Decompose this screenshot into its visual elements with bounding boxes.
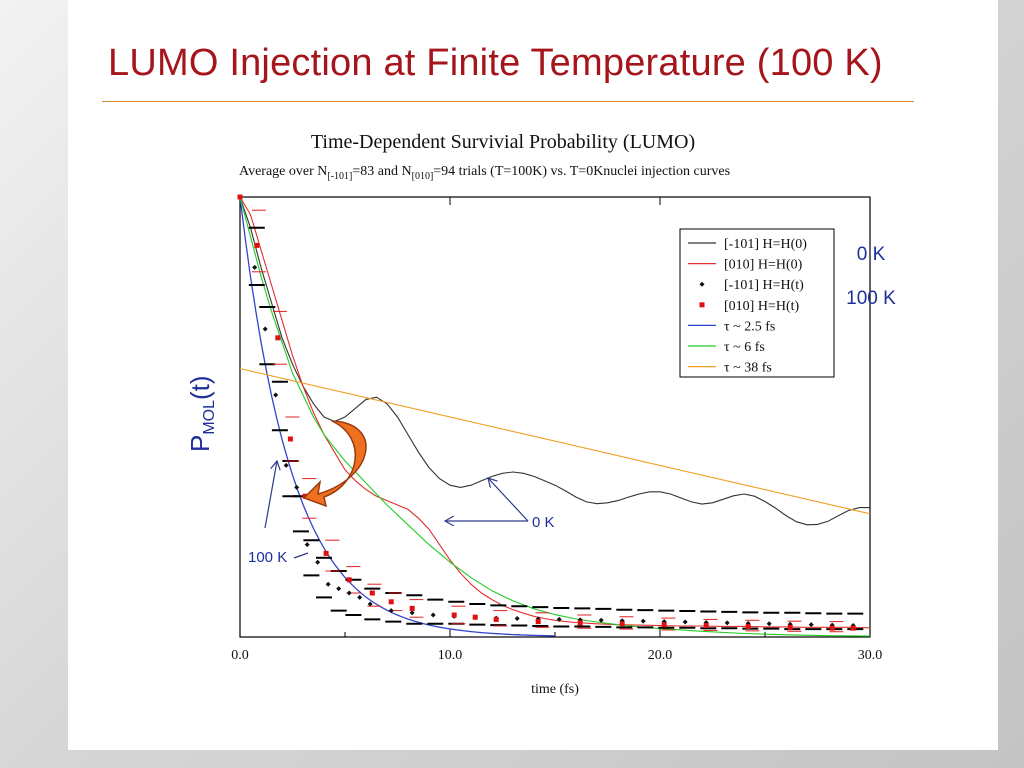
data-point-red — [254, 242, 260, 248]
legend-label: [-101] H=H(t) — [724, 278, 804, 293]
data-point-red — [577, 620, 583, 626]
data-point-red — [850, 625, 856, 631]
data-point-red — [409, 605, 415, 611]
title-rule — [102, 101, 914, 102]
data-point-black — [357, 594, 363, 600]
data-point-black — [367, 601, 373, 607]
x-tick-label: 10.0 — [438, 648, 463, 663]
series-38-fs-line — [239, 368, 871, 515]
data-point-black — [325, 581, 331, 587]
data-point-black — [283, 462, 289, 468]
x-tick-label: 20.0 — [648, 648, 673, 663]
x-tick-label: 30.0 — [858, 648, 883, 663]
annotation-arrow-0k-upper — [488, 478, 529, 522]
data-point-red — [787, 624, 793, 630]
survival-probability-chart: Time-Dependent Survivial Probability (LU… — [185, 131, 896, 697]
data-point-red — [829, 625, 835, 631]
annotation-arrow-100k — [264, 461, 277, 529]
series-layer — [237, 194, 871, 637]
legend-label: τ ~ 6 fs — [724, 340, 765, 355]
chart-subtitle: Average over N[-101]=83 and N[010]=94 tr… — [239, 164, 730, 182]
legend-swatch-square — [699, 302, 705, 308]
data-point-black — [336, 586, 342, 592]
data-point-black — [766, 621, 772, 627]
data-point-black — [430, 612, 436, 618]
data-point-red — [451, 612, 457, 618]
data-point-black — [388, 608, 394, 614]
data-point-red — [661, 622, 667, 628]
data-point-black — [304, 542, 310, 548]
data-point-black — [273, 392, 279, 398]
y-axis-label: PMOL(t) — [185, 375, 218, 452]
series-010-h-h-0-line — [239, 196, 871, 629]
data-point-black — [252, 264, 258, 270]
chart-title: Time-Dependent Survivial Probability (LU… — [311, 131, 695, 153]
data-point-red — [323, 550, 329, 556]
data-point-black — [808, 622, 814, 628]
data-point-black — [262, 326, 268, 332]
series-6-fs-line — [239, 196, 871, 637]
annotation-leader-100k — [293, 552, 309, 559]
legend-label: τ ~ 2.5 fs — [724, 319, 775, 334]
data-point-black — [724, 620, 730, 626]
side-label-0k: 0 K — [857, 244, 886, 265]
data-point-red — [369, 590, 375, 596]
annotation-label-100k: 100 K — [248, 549, 287, 566]
data-point-black — [409, 610, 415, 616]
curved-arrow — [302, 420, 367, 508]
data-point-black — [315, 559, 321, 565]
data-point-black — [682, 619, 688, 625]
x-tick-label: 0.0 — [231, 648, 249, 663]
legend-label: [010] H=H(t) — [724, 299, 799, 314]
side-label-100k: 100 K — [846, 288, 896, 309]
data-point-red — [619, 621, 625, 627]
x-axis-label: time (fs) — [531, 682, 579, 697]
data-point-red — [388, 599, 394, 605]
data-point-black — [346, 590, 352, 596]
data-point-red — [346, 577, 352, 583]
data-point-red — [493, 616, 499, 622]
legend: [-101] H=H(0) [010] H=H(0) [-101] H=H(t) [0… — [688, 237, 807, 376]
series-101-h-h-0-line — [239, 196, 870, 526]
x-axis-ticks: 0.0 10.0 20.0 30.0 — [231, 197, 882, 663]
legend-label: [010] H=H(0) — [724, 258, 803, 273]
legend-label: τ ~ 38 fs — [724, 361, 772, 376]
slide: LUMO Injection at Finite Temperature (10… — [68, 0, 998, 750]
legend-swatch-dot — [699, 281, 705, 287]
data-point-red — [745, 623, 751, 629]
data-point-black — [598, 617, 604, 623]
slide-title: LUMO Injection at Finite Temperature (10… — [108, 42, 883, 84]
data-point-black — [294, 484, 300, 490]
series-2-5-fs-line — [239, 196, 556, 637]
data-point-red — [703, 623, 709, 629]
data-point-black — [556, 616, 562, 622]
data-point-black — [640, 618, 646, 624]
legend-box — [679, 228, 835, 378]
legend-label: [-101] H=H(0) — [724, 237, 807, 252]
data-point-red — [287, 436, 293, 442]
annotation-label-0k: 0 K — [532, 514, 555, 531]
data-point-black — [514, 616, 520, 622]
data-point-origin — [237, 194, 243, 200]
data-point-red — [535, 619, 541, 625]
data-point-red — [275, 335, 281, 341]
data-point-red — [472, 614, 478, 620]
